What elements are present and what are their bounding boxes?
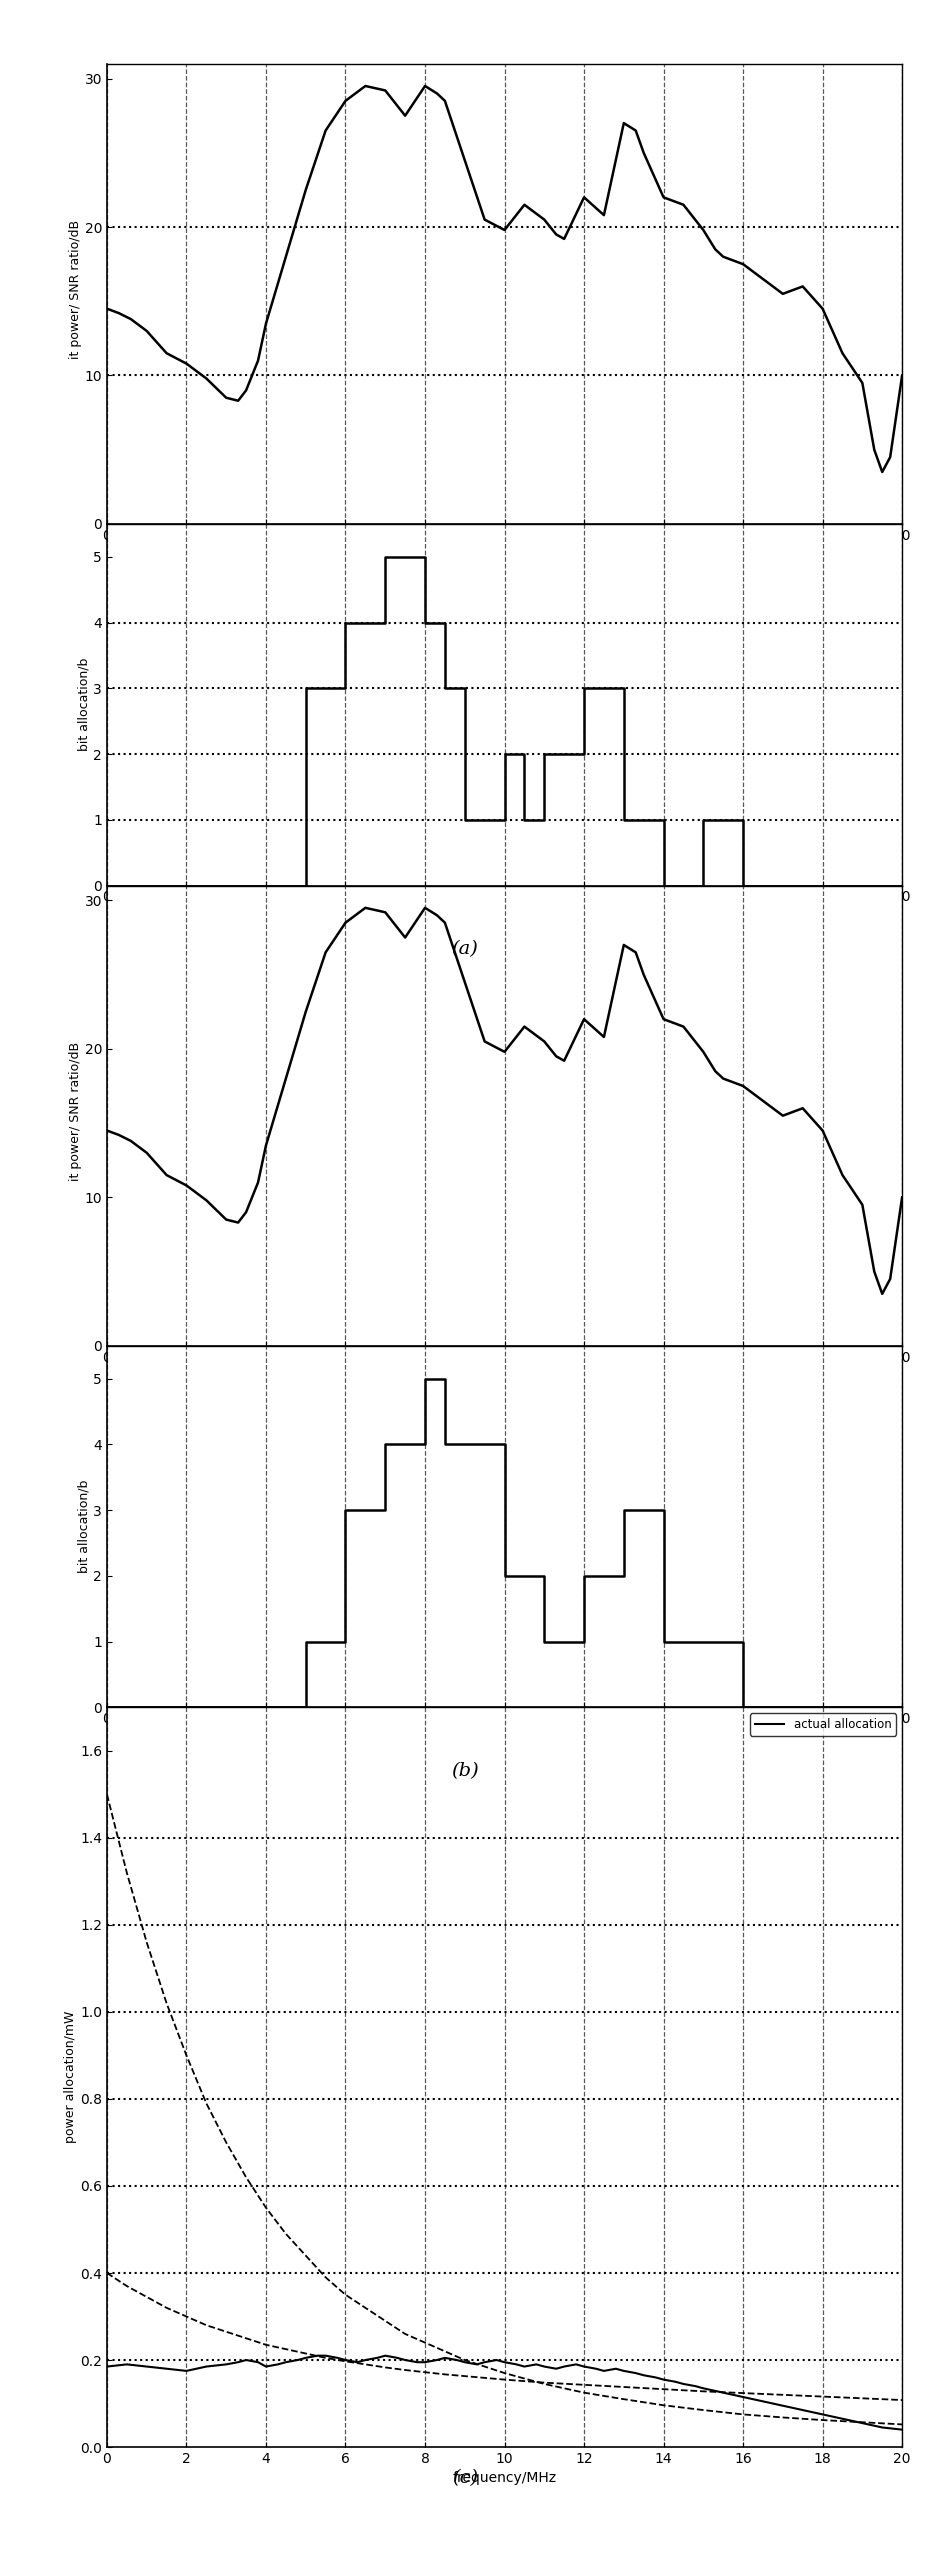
Text: (a): (a) <box>452 941 478 958</box>
actual allocation <box>312 2340 324 2371</box>
Y-axis label: bit allocation/b: bit allocation/b <box>77 1481 90 1573</box>
Y-axis label: bit allocation/b: bit allocation/b <box>77 658 90 752</box>
Text: (b): (b) <box>451 1761 479 1779</box>
actual allocation <box>360 2345 371 2376</box>
actual allocation <box>320 2340 331 2371</box>
actual allocation <box>897 2414 908 2444</box>
actual allocation <box>439 2343 450 2373</box>
Y-axis label: power allocation/mW: power allocation/mW <box>64 2011 77 2144</box>
Text: (c): (c) <box>452 2467 478 2488</box>
Y-axis label:   it power/ SNR ratio/dB: it power/ SNR ratio/dB <box>69 219 82 367</box>
actual allocation <box>857 2409 868 2439</box>
actual allocation <box>498 2348 510 2378</box>
actual allocation <box>737 2381 749 2411</box>
X-axis label: frequency/MHz: frequency/MHz <box>453 2473 556 2485</box>
Line: actual allocation: actual allocation <box>107 2355 902 2429</box>
Legend: actual allocation: actual allocation <box>750 1713 897 1736</box>
actual allocation <box>101 2350 113 2381</box>
Y-axis label:   it power/ SNR ratio/dB: it power/ SNR ratio/dB <box>69 1043 82 1190</box>
